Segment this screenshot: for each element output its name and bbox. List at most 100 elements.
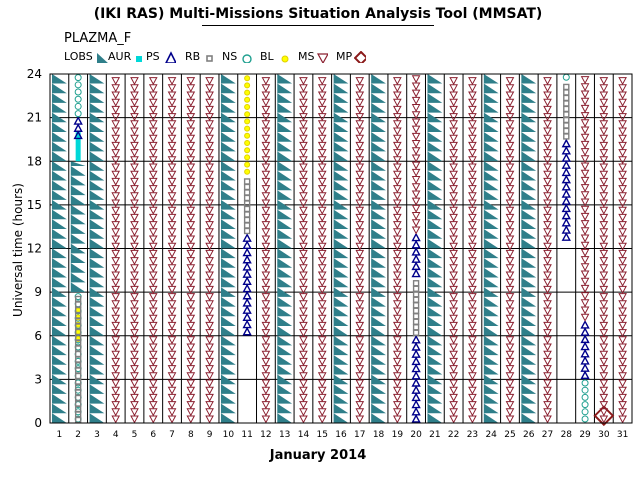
lobs-mark xyxy=(89,229,105,239)
lobs-mark xyxy=(220,83,236,94)
lobs-mark xyxy=(277,306,293,317)
lobs-mark xyxy=(70,243,86,254)
lobs-mark xyxy=(220,238,236,249)
lobs-mark xyxy=(483,74,499,84)
lobs-mark xyxy=(371,151,386,162)
lobs-mark xyxy=(333,161,349,171)
ps-mark xyxy=(580,348,590,358)
lobs-mark xyxy=(277,267,293,278)
lobs-mark xyxy=(277,326,293,336)
lobs-mark xyxy=(483,209,499,220)
lobs-mark xyxy=(277,258,293,268)
ps-mark xyxy=(411,247,421,256)
x-tick-label: 17 xyxy=(354,430,365,440)
ps-mark xyxy=(242,254,252,264)
ps-mark xyxy=(561,160,571,169)
bl-mark xyxy=(244,125,251,132)
lobs-mark xyxy=(427,287,443,297)
bl-mark xyxy=(244,168,251,175)
lobs-mark xyxy=(220,355,236,365)
lobs-mark xyxy=(521,170,537,181)
lobs-mark xyxy=(483,326,499,336)
y-tick-label: 12 xyxy=(27,242,42,256)
lobs-mark xyxy=(427,238,443,249)
lobs-mark xyxy=(371,180,386,191)
lobs-mark xyxy=(333,83,349,94)
lobs-mark xyxy=(371,326,386,336)
ms-mark xyxy=(392,77,402,86)
x-tick-label: 15 xyxy=(316,430,327,440)
lobs-mark xyxy=(220,141,236,152)
ns-mark xyxy=(581,379,589,387)
lobs-mark xyxy=(427,190,443,200)
lobs-mark xyxy=(89,393,105,404)
rb-mark xyxy=(563,83,570,91)
lobs-mark xyxy=(52,296,67,307)
lobs-mark xyxy=(333,326,349,336)
lobs-mark xyxy=(333,364,349,375)
lobs-mark xyxy=(371,364,386,375)
ps-mark xyxy=(73,116,83,125)
ps-mark xyxy=(561,138,571,148)
lobs-mark xyxy=(89,141,105,152)
ns-mark xyxy=(74,81,82,89)
lobs-mark xyxy=(89,199,105,210)
lobs-mark xyxy=(277,287,293,297)
lobs-mark xyxy=(52,151,67,162)
lobs-mark xyxy=(521,403,537,414)
bl-mark xyxy=(244,147,251,154)
lobs-mark xyxy=(427,170,443,181)
y-tick-label: 3 xyxy=(34,372,42,386)
lobs-mark xyxy=(52,93,67,103)
lobs-mark xyxy=(521,345,537,356)
ms-mark xyxy=(599,77,609,86)
lobs-mark xyxy=(427,277,443,288)
lobs-mark xyxy=(277,403,293,414)
lobs-mark xyxy=(220,413,236,423)
lobs-mark xyxy=(427,374,443,385)
lobs-mark xyxy=(333,93,349,103)
lobs-mark xyxy=(483,170,499,181)
ms-mark xyxy=(468,77,477,86)
lobs-mark xyxy=(521,326,537,336)
legend-marker-ps xyxy=(165,51,176,63)
data-intervals xyxy=(52,73,627,427)
lobs-mark xyxy=(371,238,386,249)
lobs-mark xyxy=(483,122,499,132)
ps-mark xyxy=(242,319,252,329)
ps-mark xyxy=(242,283,252,293)
lobs-mark xyxy=(89,102,105,113)
lobs-mark xyxy=(89,112,105,123)
lobs-mark xyxy=(333,180,349,191)
ps-mark xyxy=(411,378,421,387)
lobs-mark xyxy=(427,326,443,336)
lobs-mark xyxy=(52,306,67,317)
lobs-mark xyxy=(371,93,386,103)
lobs-mark xyxy=(220,258,236,268)
legend-label-ns: NS xyxy=(222,50,238,63)
lobs-mark xyxy=(70,224,86,234)
lobs-mark xyxy=(521,229,537,239)
lobs-mark xyxy=(521,132,537,142)
lobs-mark xyxy=(52,141,67,152)
legend-label-rb: RB xyxy=(185,50,201,63)
lobs-mark xyxy=(371,122,386,132)
lobs-mark xyxy=(483,374,499,385)
lobs-mark xyxy=(333,287,349,297)
legend-label-mp: MP xyxy=(336,50,353,63)
lobs-mark xyxy=(89,413,105,423)
x-tick-label: 9 xyxy=(207,430,213,440)
ps-mark xyxy=(73,130,83,140)
lobs-mark xyxy=(277,190,293,200)
lobs-mark xyxy=(333,151,349,162)
lobs-mark xyxy=(333,316,349,326)
lobs-mark xyxy=(52,219,67,229)
lobs-mark xyxy=(371,258,386,268)
lobs-mark xyxy=(52,170,67,181)
lobs-mark xyxy=(277,238,293,249)
y-tick-label: 15 xyxy=(27,198,42,212)
x-tick-label: 25 xyxy=(504,430,515,440)
lobs-mark xyxy=(427,335,443,346)
lobs-mark xyxy=(371,132,386,142)
x-tick-label: 1 xyxy=(57,430,63,440)
